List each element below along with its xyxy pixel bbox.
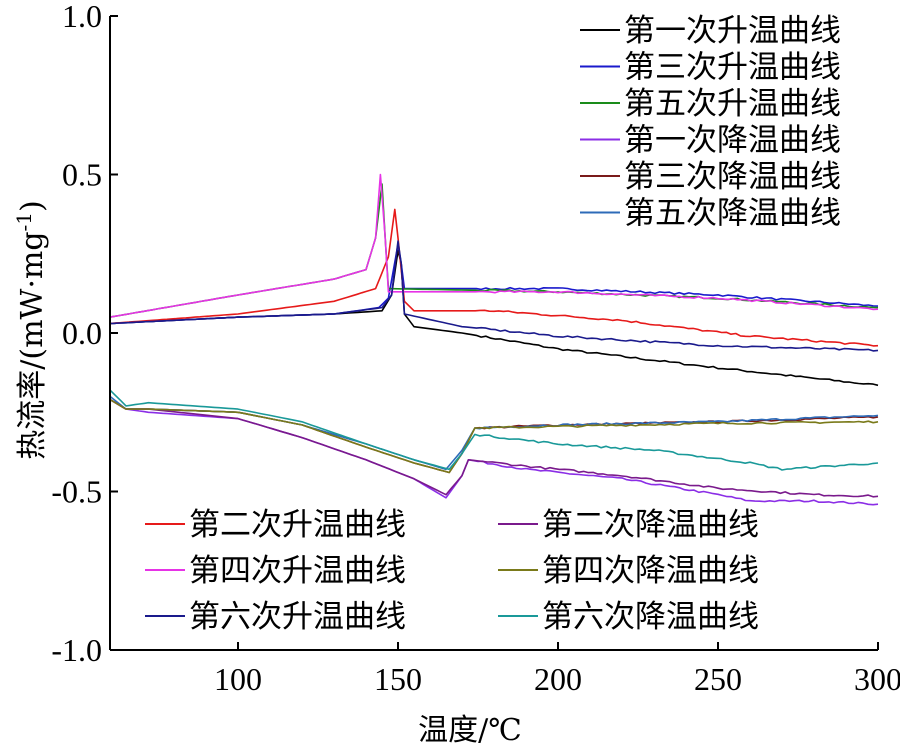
y-axis-title-close: ) — [15, 200, 50, 212]
series-line — [109, 398, 879, 474]
series-line — [109, 240, 879, 352]
y-tick-label: 0.0 — [62, 315, 102, 351]
x-axis-title: 温度/℃ — [418, 713, 522, 748]
legend-label: 第四次升温曲线 — [189, 553, 406, 589]
legend-label: 第一次降温曲线 — [624, 123, 841, 159]
legend: 第一次升温曲线第三次升温曲线第五次升温曲线第一次降温曲线第三次降温曲线第五次降温… — [145, 13, 841, 635]
series-line — [109, 389, 879, 471]
series-line — [109, 398, 879, 498]
legend-label: 第四次降温曲线 — [542, 553, 759, 589]
legend-label: 第一次升温曲线 — [624, 13, 841, 49]
x-tick-label: 250 — [694, 661, 742, 697]
x-tick-label: 100 — [214, 661, 262, 697]
x-tick-label: 150 — [374, 661, 422, 697]
legend-label: 第六次升温曲线 — [189, 599, 406, 635]
x-tick-label: 300 — [854, 661, 900, 697]
legend-label: 第五次升温曲线 — [624, 86, 841, 122]
ticks: 100 150 200 250 300 1.0 0.5 0.0 -0.5 -1.0 — [51, 0, 900, 697]
y-tick-label: -1.0 — [51, 632, 102, 668]
series-line — [109, 173, 879, 318]
legend-label: 第二次降温曲线 — [542, 507, 759, 543]
y-axis-title: 热流率/(mW·mg-1) — [12, 200, 50, 459]
y-tick-label: -0.5 — [51, 474, 102, 510]
y-tick-label: 1.0 — [62, 0, 102, 34]
series-line — [109, 395, 879, 471]
y-tick-label: 0.5 — [62, 157, 102, 193]
series-line — [109, 208, 879, 347]
legend-label: 第三次降温曲线 — [624, 159, 841, 195]
legend-label: 第二次升温曲线 — [189, 507, 406, 543]
svg-text:热流率/(mW·mg-1): 热流率/(mW·mg-1) — [12, 200, 50, 459]
y-axis-title-main: 热流率/(mW·mg — [15, 231, 50, 459]
legend-label: 第五次降温曲线 — [624, 196, 841, 232]
legend-label: 第六次降温曲线 — [542, 599, 759, 635]
legend-label: 第三次升温曲线 — [624, 50, 841, 86]
series-line — [109, 398, 879, 506]
x-tick-label: 200 — [534, 661, 582, 697]
plot-lines — [109, 173, 879, 506]
y-axis-title-exp: -1 — [12, 212, 36, 231]
